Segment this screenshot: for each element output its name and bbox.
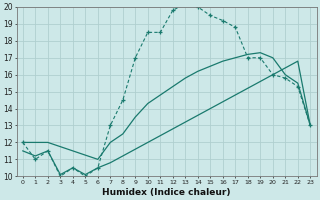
X-axis label: Humidex (Indice chaleur): Humidex (Indice chaleur) [102,188,231,197]
